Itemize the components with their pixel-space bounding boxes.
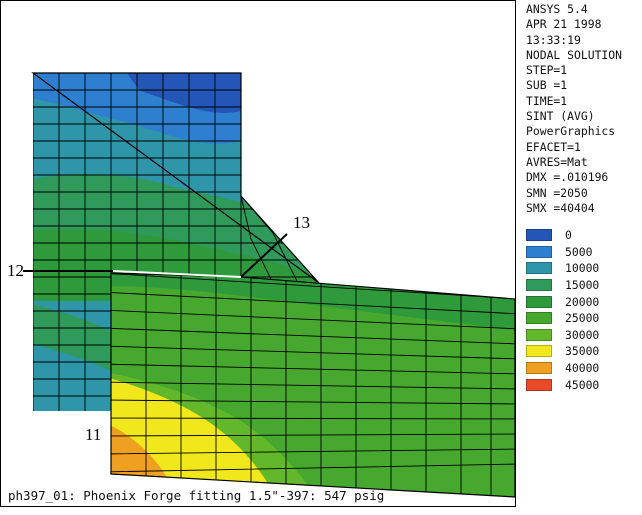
info-line: SINT (AVG) bbox=[526, 109, 595, 124]
legend-entry: 45000 bbox=[526, 376, 599, 393]
legend-swatch bbox=[526, 295, 552, 308]
info-line: EFACET=1 bbox=[526, 139, 581, 154]
info-line: 13:33:19 bbox=[526, 32, 581, 47]
info-line: TIME=1 bbox=[526, 93, 568, 108]
node-12-label: 12 bbox=[7, 261, 24, 280]
contour-legend: 0 5000 10000 15000 20000 25000 30000 35000 40000… bbox=[526, 227, 599, 393]
graphics-viewport[interactable]: 12 13 11 ph397_01: Phoenix Forge fitting… bbox=[0, 0, 516, 507]
legend-label: 30000 bbox=[565, 327, 600, 342]
legend-swatch bbox=[526, 279, 552, 292]
legend-swatch bbox=[526, 328, 552, 341]
info-line: DMX =.010196 bbox=[526, 170, 609, 185]
info-line: NODAL SOLUTION bbox=[526, 47, 623, 62]
info-line: PowerGraphics bbox=[526, 124, 616, 139]
legend-label: 15000 bbox=[565, 278, 600, 293]
lower-block-mesh bbox=[111, 273, 515, 497]
legend-entry: 30000 bbox=[526, 327, 599, 344]
legend-entry: 15000 bbox=[526, 277, 599, 294]
legend-swatch bbox=[526, 362, 552, 375]
plot-caption: ph397_01: Phoenix Forge fitting 1.5"-397… bbox=[8, 488, 385, 503]
legend-label: 10000 bbox=[565, 261, 600, 276]
info-line: SMX =40404 bbox=[526, 200, 595, 215]
legend-label: 5000 bbox=[565, 244, 593, 259]
legend-label: 40000 bbox=[565, 361, 600, 376]
solution-info-panel: ANSYS 5.4 APR 21 1998 13:33:19 NODAL SOLUTI… bbox=[526, 2, 640, 216]
legend-swatch bbox=[526, 378, 552, 391]
legend-swatch bbox=[526, 262, 552, 275]
info-line: AVRES=Mat bbox=[526, 154, 588, 169]
legend-label: 45000 bbox=[565, 377, 600, 392]
legend-entry: 20000 bbox=[526, 293, 599, 310]
contour-plot bbox=[23, 72, 516, 498]
legend-entry: 40000 bbox=[526, 360, 599, 377]
legend-swatch bbox=[526, 229, 552, 242]
info-line: ANSYS 5.4 bbox=[526, 2, 588, 16]
info-line: STEP=1 bbox=[526, 63, 568, 78]
legend-swatch bbox=[526, 245, 552, 258]
lower-block-contours bbox=[111, 273, 515, 497]
legend-label: 0 bbox=[565, 228, 572, 243]
node-11-label: 11 bbox=[85, 425, 102, 444]
legend-entry: 10000 bbox=[526, 260, 599, 277]
info-line: SMN =2050 bbox=[526, 185, 588, 200]
info-line: SUB =1 bbox=[526, 78, 568, 93]
info-line: APR 21 1998 bbox=[526, 17, 602, 32]
legend-entry: 0 bbox=[526, 227, 599, 244]
legend-entry: 5000 bbox=[526, 244, 599, 261]
legend-swatch bbox=[526, 345, 552, 358]
legend-label: 35000 bbox=[565, 344, 600, 359]
node-13-label: 13 bbox=[293, 213, 310, 232]
legend-label: 20000 bbox=[565, 294, 600, 309]
legend-label: 25000 bbox=[565, 311, 600, 326]
legend-swatch bbox=[526, 312, 552, 325]
legend-entry: 35000 bbox=[526, 343, 599, 360]
legend-entry: 25000 bbox=[526, 310, 599, 327]
